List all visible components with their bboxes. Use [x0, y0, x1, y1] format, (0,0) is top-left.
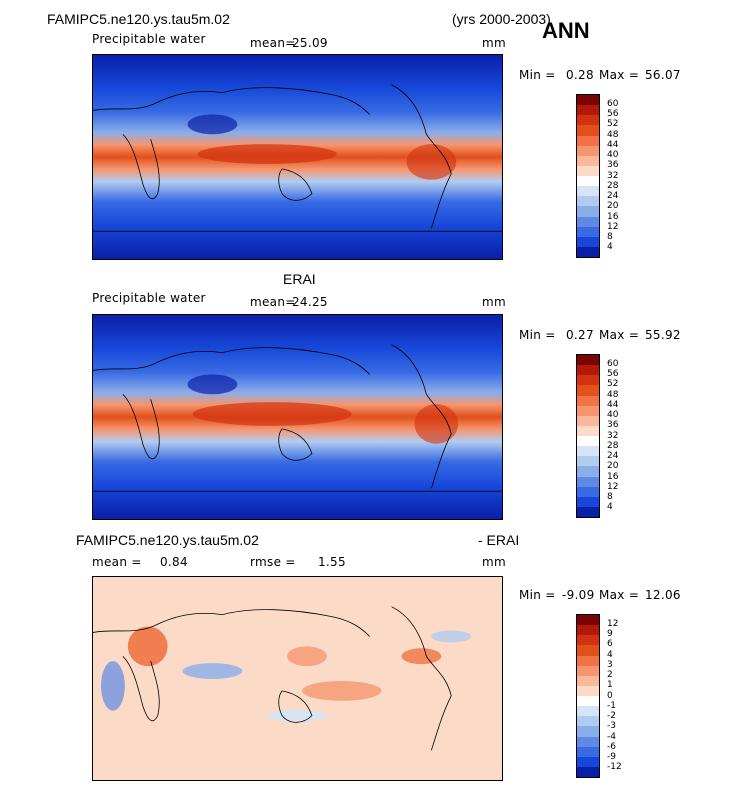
panel3-colorbar: [576, 614, 600, 778]
panel3-title-right: - ERAI: [478, 532, 520, 548]
panel3-max-value: 12.06: [645, 588, 681, 602]
colorbar-tick-label: -4: [607, 731, 616, 742]
colorbar-tick-label: 32: [607, 170, 619, 181]
colorbar-tick-label: 60: [607, 358, 619, 369]
panel3-units: mm: [482, 555, 506, 569]
colorbar-tick-label: 40: [607, 150, 619, 160]
panel2-variable: Precipitable water: [92, 291, 206, 305]
colorbar-tick-label: 40: [607, 410, 619, 420]
colorbar-tick-label: -12: [607, 762, 622, 773]
panel1-colorbar: [576, 94, 600, 258]
panel2-mean-value: 24.25: [292, 295, 328, 309]
colorbar-tick-label: 16: [607, 471, 619, 482]
panel3-min-label: Min =: [519, 588, 556, 602]
panel3-mean-label: mean =: [92, 555, 142, 569]
colorbar-tick-label: 56: [607, 369, 619, 379]
panel3-title-left: FAMIPC5.ne120.ys.tau5m.02: [76, 532, 259, 548]
years-label: (yrs 2000-2003): [452, 11, 551, 27]
panel2-min-label: Min =: [519, 328, 556, 342]
colorbar-tick-label: 9: [607, 629, 613, 639]
colorbar-tick-label: 48: [607, 129, 619, 140]
panel1-variable: Precipitable water: [92, 32, 206, 46]
colorbar-tick-label: 56: [607, 109, 619, 119]
colorbar-tick-label: -6: [607, 741, 616, 752]
panel2-mean-label: mean=: [250, 295, 296, 309]
colorbar-tick-label: 8: [607, 232, 613, 242]
panel3-mean-value: 0.84: [160, 555, 188, 569]
panel2-title: ERAI: [283, 271, 316, 287]
colorbar-tick-label: 1: [607, 680, 613, 691]
colorbar-tick-label: 52: [607, 379, 619, 390]
colorbar-tick-label: 12: [607, 221, 619, 232]
colorbar-tick-label: -3: [607, 721, 616, 732]
colorbar-tick-label: 20: [607, 461, 619, 472]
colorbar-tick-label: 12: [607, 481, 619, 492]
panel1-max-value: 56.07: [645, 68, 681, 82]
colorbar-tick-label: -9: [607, 752, 616, 762]
panel2-map: [92, 314, 503, 520]
colorbar-tick-label: 48: [607, 389, 619, 400]
colorbar-tick-label: 44: [607, 399, 619, 410]
panel3-min-value: -9.09: [562, 588, 595, 602]
panel2-max-label: Max =: [599, 328, 640, 342]
colorbar-tick-label: 24: [607, 451, 619, 461]
colorbar-tick-label: 6: [607, 639, 613, 650]
panel1-mean-value: 25.09: [292, 36, 328, 50]
panel1-min-value: 0.28: [566, 68, 594, 82]
colorbar-tick-label: 8: [607, 492, 613, 502]
panel3-rmse-value: 1.55: [318, 555, 346, 569]
colorbar-tick-label: 32: [607, 430, 619, 441]
colorbar-tick-label: 4: [607, 242, 613, 253]
panel2-min-value: 0.27: [566, 328, 594, 342]
case-title: FAMIPC5.ne120.ys.tau5m.02: [47, 11, 230, 27]
colorbar-tick-label: 44: [607, 139, 619, 150]
panel1-mean-label: mean=: [250, 36, 296, 50]
colorbar-tick-label: 4: [607, 649, 613, 660]
colorbar-tick-label: 16: [607, 211, 619, 222]
colorbar-tick-label: 12: [607, 618, 619, 629]
panel3-map: [92, 576, 503, 781]
colorbar-tick-label: 2: [607, 670, 613, 680]
panel3-max-label: Max =: [599, 588, 640, 602]
panel1-min-label: Min =: [519, 68, 556, 82]
panel2-colorbar: [576, 354, 600, 518]
colorbar-tick-label: 3: [607, 659, 613, 670]
colorbar-tick-label: 0: [607, 690, 613, 701]
season-label: ANN: [542, 18, 590, 43]
colorbar-tick-label: 20: [607, 201, 619, 212]
colorbar-tick-label: 28: [607, 180, 619, 191]
colorbar-tick-label: 52: [607, 119, 619, 130]
panel2-units: mm: [482, 295, 506, 309]
panel2-max-value: 55.92: [645, 328, 681, 342]
colorbar-tick-label: 28: [607, 440, 619, 451]
colorbar-tick-label: -1: [607, 700, 616, 711]
colorbar-tick-label: 36: [607, 160, 619, 171]
colorbar-tick-label: 24: [607, 191, 619, 201]
panel1-units: mm: [482, 36, 506, 50]
panel3-rmse-label: rmse =: [250, 555, 296, 569]
panel1-map: [92, 54, 503, 260]
colorbar-tick-label: 4: [607, 502, 613, 513]
colorbar-tick-label: -2: [607, 711, 616, 721]
colorbar-tick-label: 60: [607, 98, 619, 109]
colorbar-tick-label: 36: [607, 420, 619, 431]
panel1-max-label: Max =: [599, 68, 640, 82]
